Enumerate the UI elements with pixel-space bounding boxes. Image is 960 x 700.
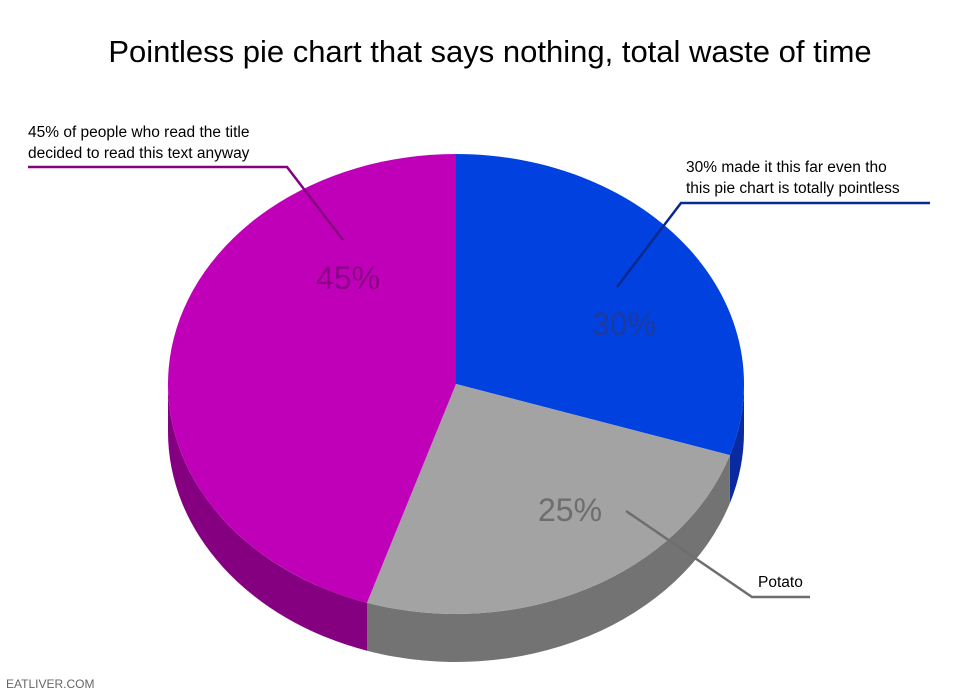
annotation-blue: 30% made it this far even tho this pie c… — [686, 157, 900, 199]
leader-line-2 — [28, 165, 344, 241]
chart-title: Pointless pie chart that says nothing, t… — [108, 34, 872, 69]
pie-slice-1 — [367, 384, 730, 614]
annotation-magenta-line1: 45% of people who read the title — [28, 124, 250, 141]
pie-side-2 — [168, 384, 368, 651]
annotation-gray: Potato — [758, 574, 803, 591]
annotation-blue-line1: 30% made it this far even tho — [686, 159, 887, 176]
leader-line-1 — [625, 509, 810, 599]
pie-value-label-0: 30% — [592, 306, 656, 342]
pie-slice-2 — [168, 154, 456, 603]
annotation-blue-line2: this pie chart is totally pointless — [686, 180, 900, 197]
annotation-magenta-line2: decided to read this text anyway — [28, 145, 250, 162]
annotation-magenta: 45% of people who read the title decided… — [28, 122, 249, 164]
pie-side-1 — [367, 455, 730, 662]
pie-slice-0 — [456, 154, 744, 456]
leader-line-0 — [616, 201, 930, 288]
pie-value-label-1: 25% — [538, 492, 602, 528]
pie-side-0 — [729, 384, 744, 504]
watermark: EATLIVER.COM — [6, 677, 95, 691]
pie-value-label-2: 45% — [316, 260, 380, 296]
